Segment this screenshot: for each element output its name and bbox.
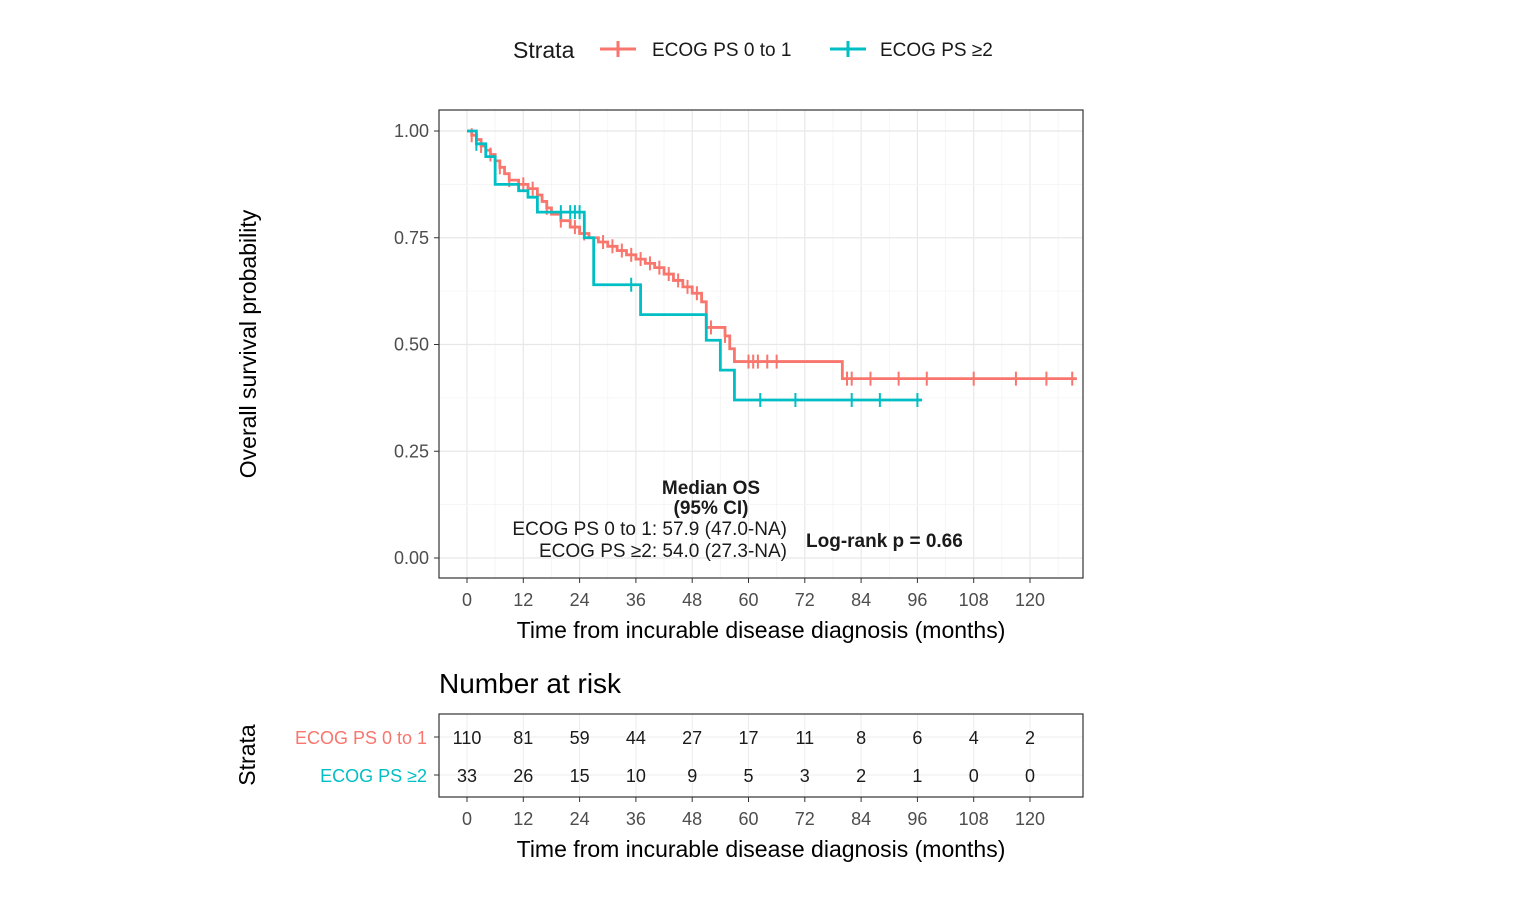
risk-count: 27 — [682, 728, 702, 748]
x-tick-label: 60 — [738, 590, 758, 610]
risk-border — [438, 713, 1084, 798]
logrank-p: Log-rank p = 0.66 — [806, 531, 963, 552]
median-title: Median OS — [662, 478, 760, 499]
y-tick-label: 0.25 — [394, 441, 429, 461]
risk-panel — [439, 714, 1083, 797]
x-tick-label: 120 — [1015, 809, 1045, 829]
y-tick-label: 0.00 — [394, 548, 429, 568]
x-tick-label: 72 — [795, 809, 815, 829]
risk-row-label: ECOG PS ≥2 — [320, 766, 427, 786]
x-tick-label: 24 — [570, 809, 590, 829]
legend-title: Strata — [513, 37, 575, 63]
risk-y-axis-title: Strata — [234, 724, 260, 786]
risk-count: 59 — [570, 728, 590, 748]
y-axis-title: Overall survival probability — [235, 209, 261, 478]
legend-label: ECOG PS ≥2 — [880, 40, 993, 61]
risk-count: 26 — [513, 766, 533, 786]
x-tick-label: 24 — [570, 590, 590, 610]
x-tick-label: 72 — [795, 590, 815, 610]
legend-label: ECOG PS 0 to 1 — [652, 40, 791, 61]
x-tick-label: 96 — [907, 590, 927, 610]
risk-count: 15 — [570, 766, 590, 786]
risk-count: 6 — [912, 728, 922, 748]
risk-count: 8 — [856, 728, 866, 748]
x-tick-label: 48 — [682, 809, 702, 829]
x-tick-label: 108 — [959, 590, 989, 610]
risk-count: 11 — [795, 728, 814, 748]
plot-border — [438, 109, 1084, 579]
risk-count: 4 — [969, 728, 979, 748]
risk-count: 2 — [1025, 728, 1035, 748]
risk-x-axis-title: Time from incurable disease diagnosis (m… — [517, 836, 1006, 862]
x-tick-label: 0 — [462, 590, 472, 610]
median-group-2: ECOG PS ≥2: 54.0 (27.3-NA) — [539, 541, 787, 562]
x-tick-label: 108 — [959, 809, 989, 829]
risk-count: 10 — [626, 766, 646, 786]
x-tick-label: 0 — [462, 809, 472, 829]
risk-row-label: ECOG PS 0 to 1 — [295, 728, 427, 748]
risk-count: 44 — [626, 728, 646, 748]
risk-count: 3 — [800, 766, 810, 786]
risk-count: 110 — [453, 728, 482, 748]
x-tick-label: 48 — [682, 590, 702, 610]
y-tick-label: 0.50 — [394, 335, 429, 355]
risk-count: 0 — [1025, 766, 1035, 786]
x-tick-label: 36 — [626, 590, 646, 610]
risk-count: 9 — [687, 766, 697, 786]
x-tick-label: 84 — [851, 590, 871, 610]
x-tick-label: 84 — [851, 809, 871, 829]
x-tick-label: 60 — [738, 809, 758, 829]
risk-count: 81 — [513, 728, 533, 748]
y-tick-label: 0.75 — [394, 228, 429, 248]
risk-count: 2 — [856, 766, 866, 786]
risk-count: 0 — [969, 766, 979, 786]
x-tick-label: 96 — [907, 809, 927, 829]
x-tick-label: 12 — [513, 590, 533, 610]
risk-count: 5 — [743, 766, 753, 786]
risk-count: 1 — [912, 766, 922, 786]
y-tick-label: 1.00 — [394, 121, 429, 141]
risk-count: 17 — [738, 728, 758, 748]
x-tick-label: 12 — [513, 809, 533, 829]
x-tick-label: 36 — [626, 809, 646, 829]
risk-table-title: Number at risk — [439, 668, 622, 699]
median-ci-label: (95% CI) — [674, 498, 749, 519]
risk-count: 33 — [457, 766, 477, 786]
median-group-1: ECOG PS 0 to 1: 57.9 (47.0-NA) — [512, 519, 787, 540]
x-axis-title: Time from incurable disease diagnosis (m… — [517, 617, 1006, 643]
x-tick-label: 120 — [1015, 590, 1045, 610]
